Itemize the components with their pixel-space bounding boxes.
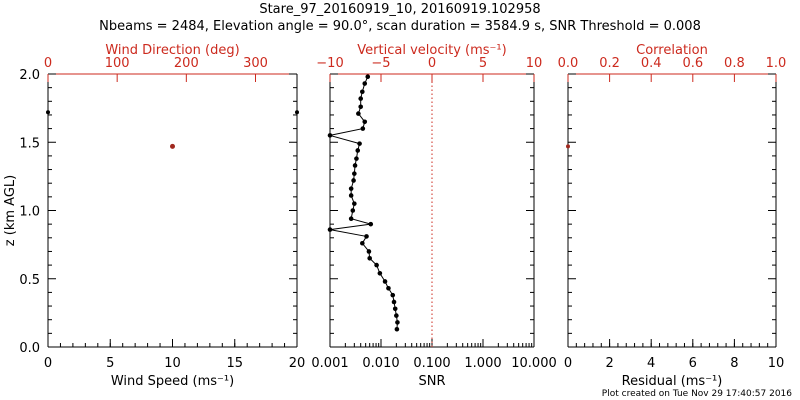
snr-panel-top-tick-label: 0 [428,56,436,71]
snr-panel-snr-point [362,119,368,125]
wind-panel-ytick-label: 1.5 [19,136,40,151]
snr-panel-snr-point [348,186,354,191]
snr-panel-snr-point [364,234,369,239]
snr-panel-snr-point [386,286,391,291]
figure-subtitle: Nbeams = 2484, Elevation angle = 90.0°, … [99,19,701,34]
correlation-panel-xtick-label: 2 [605,356,613,371]
snr-panel-snr-point [355,148,361,153]
snr-panel-xtick-label: 0.010 [362,356,399,371]
correlation-panel-xtick-label: 0 [564,356,572,371]
correlation-panel-top-tick-label: 1.0 [766,56,787,71]
wind-panel-ytick-label: 0.0 [19,341,40,356]
snr-panel-snr-point [357,141,362,146]
snr-panel-snr-point [358,96,364,101]
snr-panel-snr-point [382,279,388,284]
snr-panel-snr-point [354,156,359,161]
correlation-panel-correlation-point [566,144,570,149]
snr-panel-xtick-label: 10.000 [511,356,557,371]
snr-panel-snr-point [351,178,356,183]
correlation-panel-top-tick-label: 0.2 [599,56,620,71]
snr-panel-snr-point [352,163,358,168]
correlation-panel-top-tick-label: 0.0 [558,56,579,71]
wind-panel-ytick-label: 0.5 [19,273,40,288]
wind-panel-top-label: Wind Direction (deg) [105,43,239,58]
snr-panel-xtick-label: 1.000 [464,356,501,371]
snr-panel-snr-line [329,76,398,330]
snr-panel-snr-point [362,81,368,86]
snr-panel-snr-point [392,306,398,312]
wind-panel-top-tick-label: 0 [44,56,52,71]
plot-created-note: Plot created on Tue Nov 29 17:40:57 2016 [602,389,792,399]
correlation-panel-xtick-label: 4 [647,356,655,371]
wind-panel-speed-point [295,110,299,115]
wind-panel-ytick-label: 2.0 [19,68,40,83]
correlation-panel-top-tick-label: 0.8 [724,56,745,71]
wind-panel-xlabel: Wind Speed (ms⁻¹) [111,374,234,389]
correlation-panel-top-label: Correlation [636,43,708,58]
snr-panel-snr-point [366,249,372,254]
snr-panel-snr-point [348,193,354,198]
snr-panel-snr-point [327,227,333,232]
snr-panel-xtick-label: 0.001 [311,356,348,371]
snr-panel-snr-point [365,74,371,80]
wind-panel-xtick-label: 20 [289,356,306,371]
wind-panel-ylabel: z (km AGL) [3,175,18,246]
wind-panel-top-tick-label: 100 [105,56,130,71]
snr-panel-snr-point [348,216,354,221]
snr-panel-snr-point [377,270,383,276]
wind-panel-xtick-label: 10 [164,356,181,371]
wind-panel-xtick-label: 0 [44,356,52,371]
correlation-panel-top-tick-label: 0.4 [641,56,662,71]
correlation-panel-xtick-label: 8 [730,356,738,371]
wind-panel-top-tick-label: 200 [174,56,199,71]
snr-panel-snr-point [352,171,357,176]
wind-panel-xtick-label: 5 [106,356,114,371]
snr-panel-snr-point [390,292,396,298]
wind-panel-direction-point [170,143,175,149]
snr-panel-snr-point [358,104,364,110]
wind-panel-xtick-label: 15 [226,356,243,371]
snr-panel-snr-point [368,221,374,227]
snr-panel-top-tick-label: 10 [526,56,543,71]
wind-panel-top-tick-label: 300 [243,56,268,71]
snr-panel-snr-point [350,208,356,213]
snr-panel-snr-point [391,299,397,305]
correlation-panel-xtick-label: 6 [689,356,697,371]
figure-title: Stare_97_20160919_10, 20160919.102958 [259,2,540,17]
snr-panel-xlabel: SNR [418,374,445,389]
correlation-panel-xlabel: Residual (ms⁻¹) [622,374,723,389]
snr-panel-snr-point [367,255,372,261]
snr-panel-snr-point [352,201,357,206]
snr-panel-top-tick-label: −10 [316,56,343,71]
snr-panel-top-label: Vertical velocity (ms⁻¹) [357,43,506,58]
snr-panel-snr-point [360,240,365,246]
snr-panel-top-tick-label: −5 [371,56,390,71]
snr-panel-snr-point [374,262,379,268]
snr-panel-xtick-label: 0.100 [413,356,450,371]
snr-panel-snr-point [360,89,365,95]
wind-panel-ytick-label: 1.0 [19,205,40,220]
snr-panel-snr-point [356,111,361,116]
snr-panel-snr-point [360,126,366,131]
snr-panel-snr-point [394,313,399,318]
wind-panel-speed-point [46,110,50,115]
correlation-panel-top-tick-label: 0.6 [682,56,703,71]
snr-panel-snr-point [327,133,333,138]
snr-panel-top-tick-label: 5 [479,56,487,71]
snr-panel-snr-point [395,320,400,325]
snr-panel-snr-point [394,326,400,332]
correlation-panel-xtick-label: 10 [768,356,785,371]
